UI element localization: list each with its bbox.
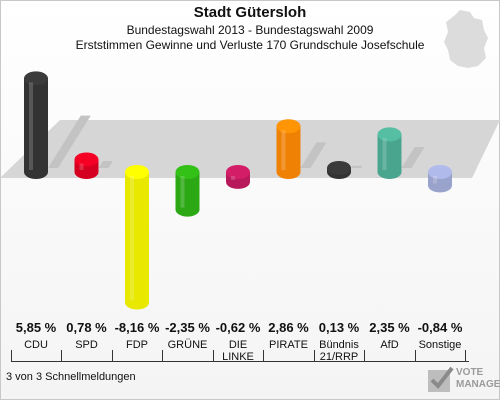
bar-gr-ne <box>175 165 200 217</box>
value-label: -0,62 % <box>215 320 261 335</box>
bar-cap-bottom <box>24 165 48 179</box>
bar-shadow <box>300 142 327 168</box>
axis-tick <box>112 350 113 362</box>
bar-shadow <box>98 161 113 168</box>
axis-tick <box>314 350 315 362</box>
bar-cdu <box>24 71 48 179</box>
bar-highlight <box>180 176 185 208</box>
party-label: DIE LINKE <box>222 339 254 363</box>
party-label: FDP <box>126 339 148 351</box>
bar-shadow <box>351 165 363 168</box>
bar-pirate <box>276 119 301 179</box>
axis-tick <box>263 350 264 362</box>
checkmark-icon <box>428 366 454 392</box>
axis-tick <box>465 350 466 362</box>
axis-line <box>12 361 469 362</box>
bar-body <box>24 78 48 172</box>
bar-highlight <box>130 176 134 301</box>
value-label: -0,84 % <box>417 320 463 335</box>
value-label: 0,13 % <box>318 320 360 335</box>
party-label: CDU <box>24 339 48 351</box>
bar-cap-top <box>24 71 48 86</box>
party-label: PIRATE <box>269 339 308 351</box>
germany-map-icon <box>444 10 488 68</box>
bar-cap-top <box>428 165 452 179</box>
bar-highlight <box>281 130 286 170</box>
bar-cap-bottom <box>175 202 200 217</box>
value-label: 0,78 % <box>66 320 107 335</box>
value-label: 2,35 % <box>369 320 410 335</box>
bar-fdp <box>125 165 149 310</box>
axis-tick <box>61 350 62 362</box>
chart-subtitle-detail: Erststimmen Gewinne und Verluste 170 Gru… <box>75 38 425 52</box>
bar-cap-bottom <box>276 165 301 179</box>
bar-cap-top <box>74 152 99 167</box>
logo-line-2: MANAGER <box>456 379 500 390</box>
value-label: -2,35 % <box>165 320 210 335</box>
bar-cap-bottom <box>74 165 99 179</box>
bar-cap-top <box>125 165 149 179</box>
party-label: Bündnis 21/RRP <box>319 339 359 363</box>
party-label: AfD <box>380 339 399 351</box>
bar-cap-top <box>377 127 402 142</box>
party-label: GRÜNE <box>167 339 208 351</box>
axis-tick <box>364 350 365 362</box>
chart-floor <box>0 120 500 178</box>
bar-shadow <box>401 146 425 168</box>
logo-line-1: VOTE <box>456 367 484 378</box>
party-label: SPD <box>75 339 98 351</box>
bar-highlight <box>79 163 84 170</box>
bar-die-linke <box>226 165 250 189</box>
bar-cap-bottom <box>428 178 452 193</box>
bar-cap-top <box>276 119 301 134</box>
bar-spd <box>74 152 99 179</box>
bar-highlight <box>433 176 437 184</box>
axis-tick <box>213 350 214 362</box>
status-text: 3 von 3 Schnellmeldungen <box>6 371 136 383</box>
axis-tick <box>11 350 12 362</box>
axis-tick <box>415 350 416 362</box>
bar-cap-bottom <box>226 174 250 189</box>
bar-cap-bottom <box>125 295 149 310</box>
bar-highlight <box>382 138 387 170</box>
axis-tick <box>162 350 163 362</box>
bar-body <box>276 126 301 172</box>
bar-cap-top <box>226 165 250 179</box>
bar-cap-top <box>327 161 351 175</box>
bar-cap-bottom <box>377 165 402 179</box>
bar-afd <box>377 127 402 179</box>
bar-sonstige <box>428 165 452 193</box>
bar-body <box>125 172 149 303</box>
bar-highlight <box>231 176 235 180</box>
value-label: 2,86 % <box>268 320 309 335</box>
value-label: 5,85 % <box>15 320 57 335</box>
bar-shadow <box>48 115 91 168</box>
party-label: Sonstige <box>418 339 462 351</box>
bar-highlight <box>29 82 33 170</box>
bar-cap-top <box>175 165 200 179</box>
chart-title: Stadt Gütersloh <box>193 4 307 21</box>
bar-b-ndnis-21-rrp <box>327 161 351 179</box>
value-label: -8,16 % <box>114 320 160 335</box>
vote-manager-logo: VOTEMANAGER <box>426 364 500 398</box>
chart-subtitle: Bundestagswahl 2013 - Bundestagswahl 200… <box>126 23 374 37</box>
